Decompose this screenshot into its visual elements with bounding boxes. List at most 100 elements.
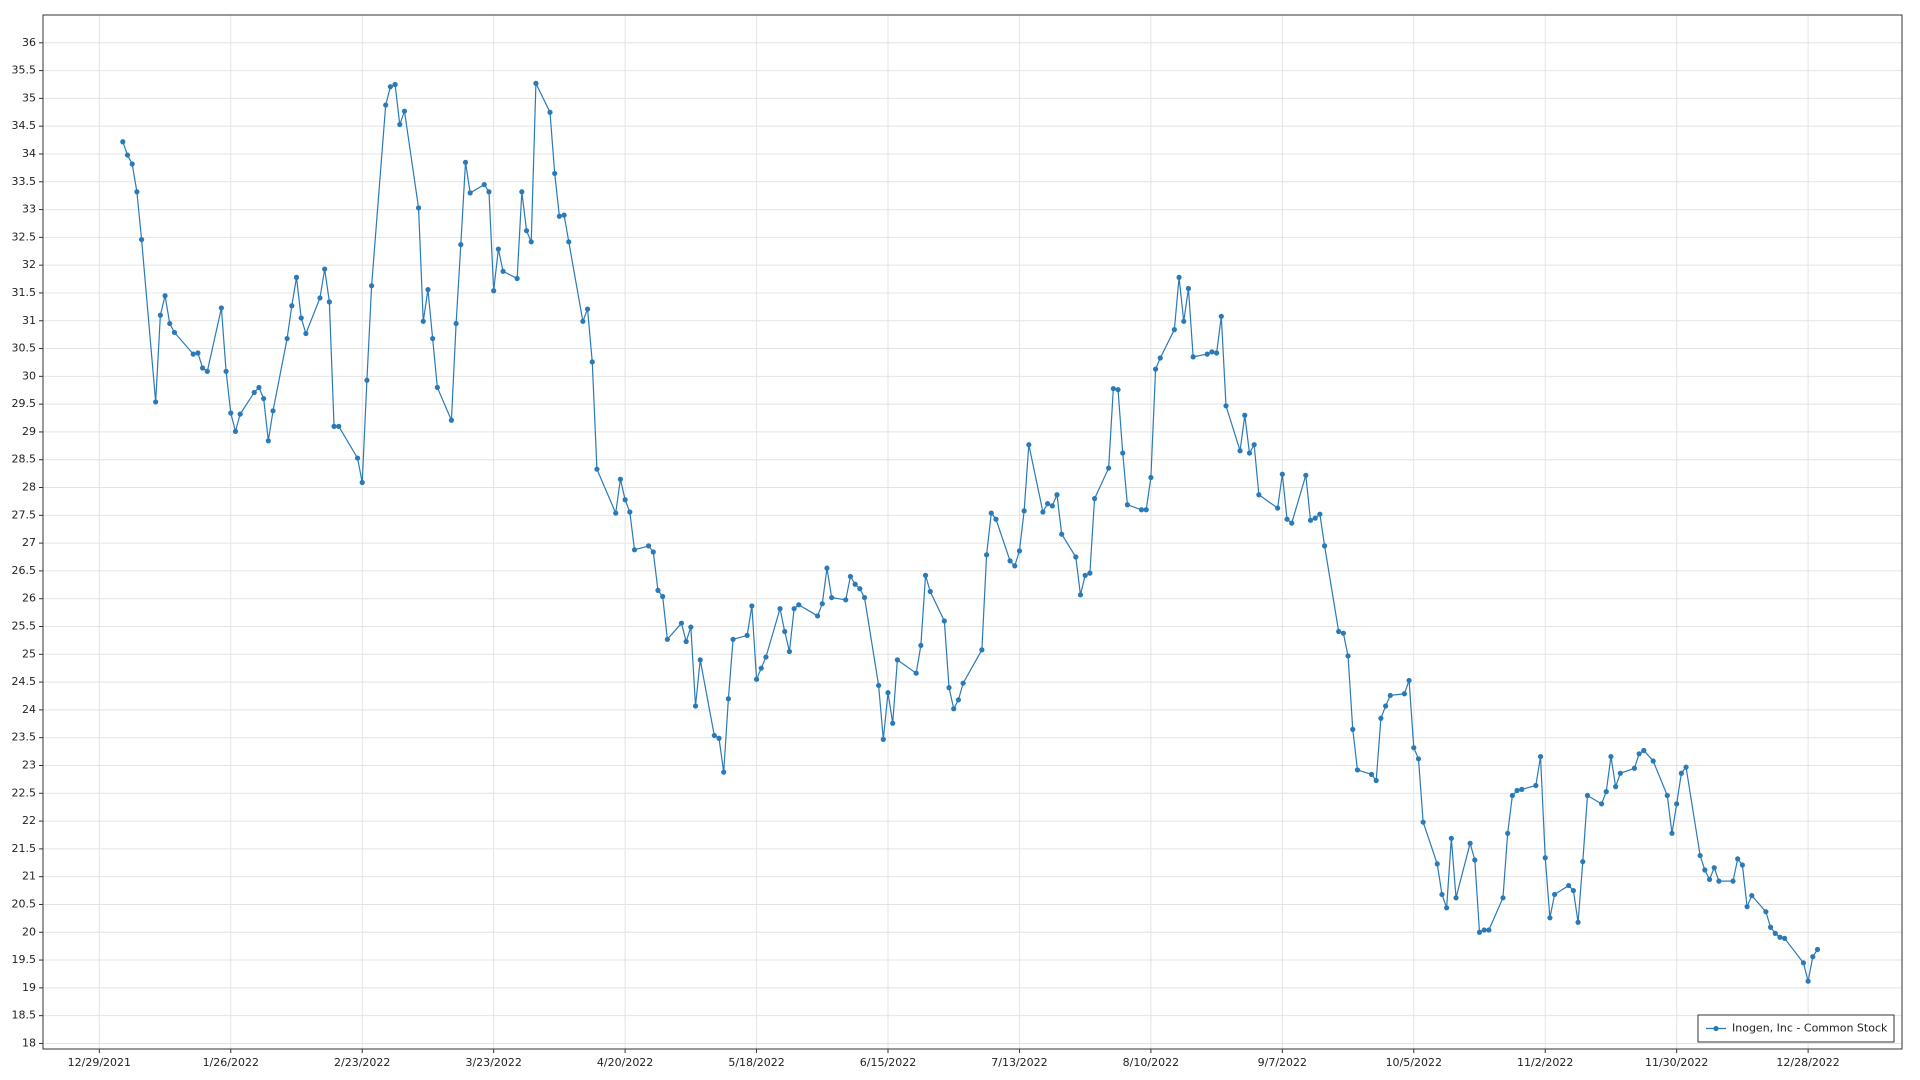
data-point xyxy=(261,395,267,402)
data-point xyxy=(434,384,440,391)
y-tick-label: 21.5 xyxy=(12,842,37,855)
data-point xyxy=(1303,472,1309,478)
data-point xyxy=(1739,862,1745,868)
data-point xyxy=(354,455,361,461)
data-point xyxy=(692,703,699,709)
legend-label: Inogen, Inc - Common Stock xyxy=(1732,1022,1888,1035)
data-point xyxy=(1106,465,1112,471)
y-tick-label: 27 xyxy=(22,536,36,549)
data-point xyxy=(594,466,600,472)
data-point xyxy=(1434,861,1440,867)
y-tick-label: 25.5 xyxy=(12,620,37,633)
data-point xyxy=(514,275,520,282)
data-point xyxy=(124,152,131,158)
data-point xyxy=(716,735,722,741)
data-point xyxy=(486,189,492,195)
x-tick-label: 10/5/2022 xyxy=(1386,1056,1442,1069)
data-point xyxy=(331,423,337,429)
y-tick-label: 24 xyxy=(22,703,36,716)
data-point xyxy=(782,628,788,635)
data-point xyxy=(1157,355,1163,361)
data-point xyxy=(857,586,863,592)
data-point xyxy=(1368,771,1375,777)
data-point xyxy=(1472,857,1478,863)
data-point xyxy=(523,228,530,234)
data-point xyxy=(237,411,243,417)
data-point xyxy=(1218,313,1224,319)
data-point xyxy=(1317,511,1323,517)
data-point xyxy=(1321,543,1328,549)
data-point xyxy=(1383,703,1389,709)
data-point xyxy=(1613,784,1619,790)
data-point xyxy=(120,139,126,145)
plot-area xyxy=(43,15,1902,1049)
data-point xyxy=(983,552,990,558)
data-point xyxy=(650,549,656,555)
y-tick-label: 36 xyxy=(22,36,36,49)
data-point xyxy=(251,389,257,396)
data-point xyxy=(791,606,797,612)
data-point xyxy=(876,682,882,689)
data-point xyxy=(1500,895,1506,901)
data-point xyxy=(397,121,403,128)
data-point xyxy=(1678,770,1684,776)
data-point xyxy=(979,647,985,653)
y-tick-label: 25 xyxy=(22,647,36,660)
data-point xyxy=(566,239,572,245)
data-point xyxy=(1547,915,1553,921)
y-tick-label: 32 xyxy=(22,258,36,271)
y-tick-label: 22.5 xyxy=(12,786,37,799)
data-point xyxy=(171,329,178,336)
y-tick-label: 28.5 xyxy=(12,453,37,466)
data-point xyxy=(1505,830,1511,836)
x-tick-label: 3/23/2022 xyxy=(465,1056,521,1069)
data-point xyxy=(1575,919,1581,925)
data-point xyxy=(655,587,661,593)
data-point xyxy=(627,509,633,515)
data-point xyxy=(1697,852,1703,859)
data-point xyxy=(1476,929,1483,935)
data-point xyxy=(1204,351,1210,357)
data-point xyxy=(326,299,332,305)
data-point xyxy=(317,295,323,301)
y-tick-label: 23.5 xyxy=(12,731,37,744)
y-tick-label: 31.5 xyxy=(12,286,37,299)
y-tick-label: 33 xyxy=(22,203,36,216)
data-point xyxy=(913,670,919,676)
data-point xyxy=(1552,891,1558,898)
data-point xyxy=(1467,840,1473,846)
data-point xyxy=(1237,448,1243,454)
data-point xyxy=(1049,503,1055,509)
data-point xyxy=(289,303,295,309)
data-point xyxy=(688,624,694,630)
y-tick-label: 32.5 xyxy=(12,230,37,243)
data-point xyxy=(256,384,262,391)
legend-box xyxy=(1697,1014,1895,1043)
data-point xyxy=(1711,865,1717,871)
data-point xyxy=(1026,442,1032,448)
data-point xyxy=(824,565,830,571)
data-point xyxy=(678,620,685,626)
data-point xyxy=(1641,747,1647,754)
data-point xyxy=(1767,924,1774,930)
data-point xyxy=(1284,516,1290,522)
data-point xyxy=(1185,285,1192,292)
data-point xyxy=(359,479,365,486)
x-tick-label: 12/29/2021 xyxy=(68,1056,131,1069)
data-point xyxy=(129,161,135,167)
y-tick-label: 23 xyxy=(22,758,36,771)
data-point xyxy=(218,305,224,311)
y-tick-label: 18 xyxy=(22,1036,36,1049)
data-point xyxy=(1772,930,1778,936)
data-point xyxy=(890,720,896,726)
data-point xyxy=(1190,354,1196,360)
data-point xyxy=(561,212,567,218)
data-point xyxy=(1598,801,1605,807)
data-point xyxy=(190,351,196,357)
data-point xyxy=(993,516,999,522)
data-point xyxy=(284,335,290,342)
data-point xyxy=(1350,726,1356,732)
data-point xyxy=(1373,777,1379,784)
data-point xyxy=(1246,450,1253,456)
data-point xyxy=(138,236,145,243)
